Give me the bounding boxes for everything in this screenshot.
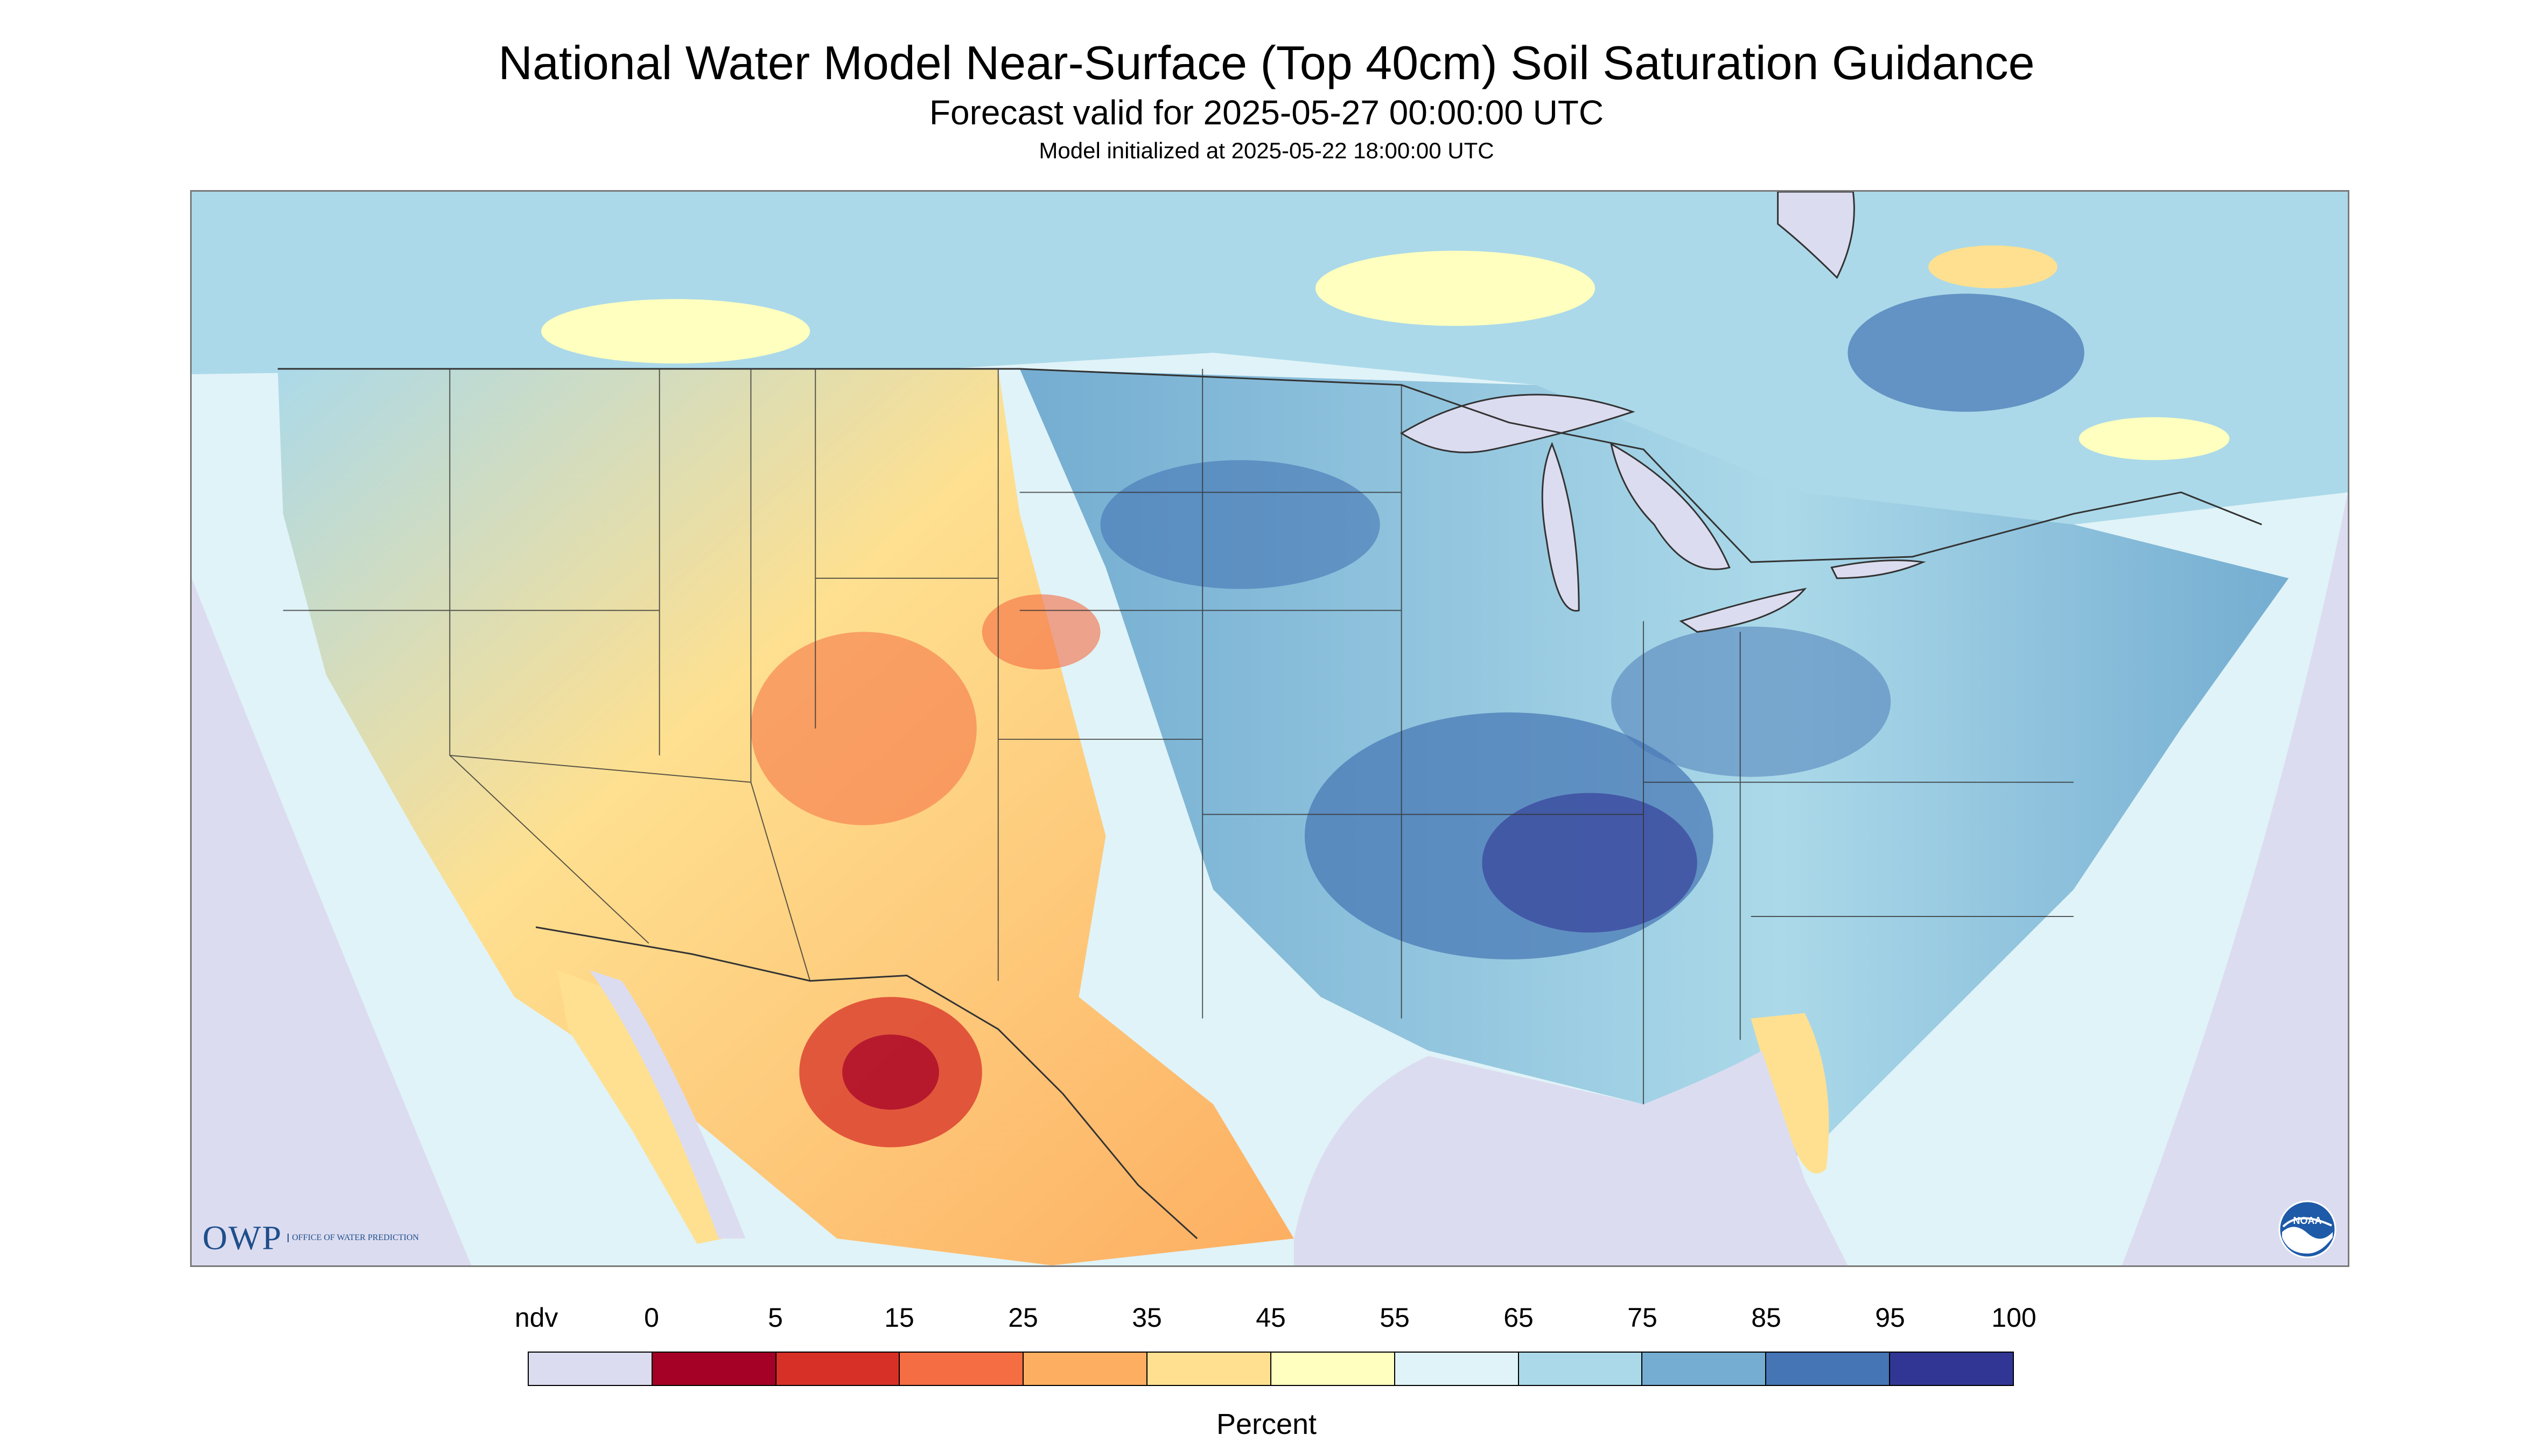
colorbar-unit: Percent (1216, 1408, 1317, 1440)
colorbar-tick-label: 75 (1627, 1303, 1657, 1333)
colorbar-tick-label: 65 (1503, 1303, 1534, 1333)
colorbar-tick-label: 35 (1132, 1303, 1162, 1333)
colorbar-swatch (1519, 1353, 1643, 1385)
noaa-logo-text: NOAA (2293, 1215, 2322, 1226)
lake-ontario (1830, 559, 1926, 579)
pacific-ocean (192, 369, 472, 1265)
colorbar-labels: ndv 0 5 15 25 35 45 55 65 75 85 95 100 (515, 1302, 2037, 1334)
canada-region (192, 192, 2348, 525)
colorbar-swatch (1890, 1353, 2013, 1385)
colorbar-tick-label: 55 (1380, 1303, 1410, 1333)
colorbar-tick-label: 25 (1008, 1303, 1038, 1333)
state-boundaries (283, 369, 2074, 1104)
colorbar-tick-label: 85 (1751, 1303, 1781, 1333)
gulf-of-mexico (1293, 1051, 1848, 1265)
gulf-of-california (589, 970, 746, 1239)
colorbar-tick-label: 0 (644, 1303, 659, 1333)
colorbar-swatch (1024, 1353, 1148, 1385)
owp-logo-text: OWP (202, 1219, 283, 1257)
colorbar-swatch (652, 1353, 776, 1385)
colorbar-swatch (900, 1353, 1024, 1385)
map-title: National Water Model Near-Surface (Top 4… (498, 36, 2035, 89)
colorbar-swatch (1395, 1353, 1519, 1385)
florida (1751, 1013, 1829, 1174)
colorbar-swatch (1766, 1353, 1891, 1385)
colorbar-swatch (776, 1353, 900, 1385)
forecast-valid-time: Forecast valid for 2025-05-27 00:00:00 U… (929, 93, 1604, 132)
colorbar-tick-label: 95 (1875, 1303, 1905, 1333)
us-canada-border (277, 368, 2262, 563)
lake-huron (1610, 442, 1731, 570)
baja-california (557, 970, 724, 1244)
hudson-bay (1777, 192, 1855, 279)
colorbar-swatch (1271, 1353, 1395, 1385)
map-panel: OWP OFFICE OF WATER PREDICTION NOAA (190, 190, 2349, 1267)
lake-erie (1679, 587, 1807, 633)
western-us (277, 369, 1294, 1265)
colorbar-tick-label: 100 (1991, 1303, 2037, 1333)
model-init-time: Model initialized at 2025-05-22 18:00:00… (1039, 138, 1494, 163)
owp-logo: OWP OFFICE OF WATER PREDICTION (202, 1218, 419, 1258)
us-mexico-border (535, 926, 1198, 1240)
colorbar-tick-label: ndv (514, 1303, 558, 1333)
atlantic-ocean (2122, 492, 2348, 1265)
colorbar-swatch (1642, 1353, 1767, 1385)
colorbar-tick-label: 5 (768, 1303, 783, 1333)
colorbar-tick-label: 45 (1256, 1303, 1286, 1333)
lake-michigan (1541, 442, 1580, 612)
colorbar-swatch (1147, 1353, 1271, 1385)
colorbar-swatch (529, 1353, 653, 1385)
colorbar (528, 1352, 2014, 1386)
soil-saturation-map (192, 192, 2348, 1265)
colorbar-tick-label: 15 (884, 1303, 914, 1333)
noaa-logo: NOAA (2278, 1200, 2336, 1258)
owp-logo-subtext: OFFICE OF WATER PREDICTION (288, 1234, 419, 1242)
